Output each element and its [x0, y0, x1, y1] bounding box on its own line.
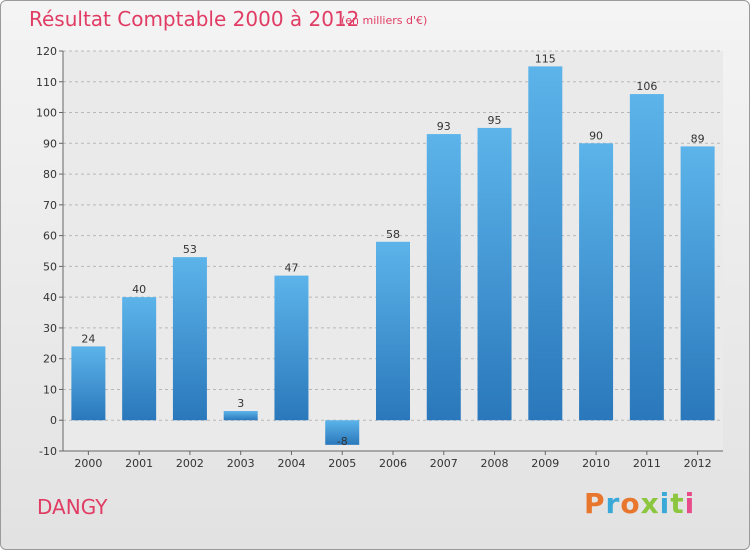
bar-value-label: 115 — [535, 52, 556, 65]
x-tick-label: 2000 — [74, 457, 102, 470]
bar — [223, 411, 258, 421]
chart-title: Résultat Comptable 2000 à 2012 — [29, 7, 360, 31]
brand-letter: P — [584, 487, 606, 520]
bar — [426, 134, 461, 421]
bar-value-label: 3 — [237, 397, 244, 410]
bar-value-label: 93 — [437, 120, 451, 133]
brand-logo: Proxiti — [584, 487, 695, 520]
bar-value-label: 89 — [691, 132, 705, 145]
place-name: DANGY — [37, 495, 108, 519]
bar — [122, 297, 157, 421]
y-tick-label: 110 — [36, 76, 57, 89]
brand-letter: r — [605, 487, 621, 520]
bar — [274, 275, 309, 421]
y-tick-label: -10 — [39, 445, 57, 458]
brand-letter: o — [620, 487, 641, 520]
bar — [528, 66, 563, 421]
bar-value-label: 47 — [284, 262, 298, 275]
bar — [71, 346, 106, 421]
y-tick-label: 0 — [50, 414, 57, 427]
bar-value-label: 106 — [636, 80, 657, 93]
y-tick-label: 80 — [43, 168, 57, 181]
y-tick-label: 100 — [36, 107, 57, 120]
bar-value-label: 95 — [488, 114, 502, 127]
bar — [680, 146, 715, 421]
x-tick-label: 2003 — [227, 457, 255, 470]
chart-subtitle: (en milliers d'€) — [341, 14, 428, 27]
x-tick-label: 2006 — [379, 457, 407, 470]
brand-letter: i — [659, 487, 671, 520]
x-tick-label: 2005 — [328, 457, 356, 470]
bar — [579, 143, 614, 421]
y-tick-label: 50 — [43, 260, 57, 273]
x-tick-label: 2010 — [582, 457, 610, 470]
y-tick-label: 10 — [43, 383, 57, 396]
bar-value-label: 40 — [132, 283, 146, 296]
x-tick-label: 2012 — [684, 457, 712, 470]
x-tick-label: 2011 — [633, 457, 661, 470]
y-tick-label: 20 — [43, 353, 57, 366]
y-tick-label: 90 — [43, 137, 57, 150]
y-tick-label: 60 — [43, 230, 57, 243]
bar — [629, 94, 664, 421]
x-tick-label: 2001 — [125, 457, 153, 470]
y-tick-label: 120 — [36, 45, 57, 58]
bar-value-label: 90 — [589, 129, 603, 142]
y-tick-label: 70 — [43, 199, 57, 212]
brand-letter: t — [670, 487, 685, 520]
x-tick-label: 2002 — [176, 457, 204, 470]
x-tick-label: 2009 — [531, 457, 559, 470]
bar-value-label: 53 — [183, 243, 197, 256]
y-tick-label: 40 — [43, 291, 57, 304]
brand-letter: x — [640, 487, 660, 520]
bar — [325, 420, 360, 445]
bar — [172, 257, 207, 421]
bar-value-label: 58 — [386, 228, 400, 241]
y-tick-label: 30 — [43, 322, 57, 335]
brand-letter: i — [684, 487, 696, 520]
x-tick-label: 2008 — [481, 457, 509, 470]
x-tick-label: 2004 — [277, 457, 305, 470]
bar — [477, 127, 512, 421]
bar-value-label: 24 — [81, 332, 95, 345]
bar — [376, 241, 410, 421]
x-tick-label: 2007 — [430, 457, 458, 470]
bar-value-label: -8 — [337, 435, 348, 448]
